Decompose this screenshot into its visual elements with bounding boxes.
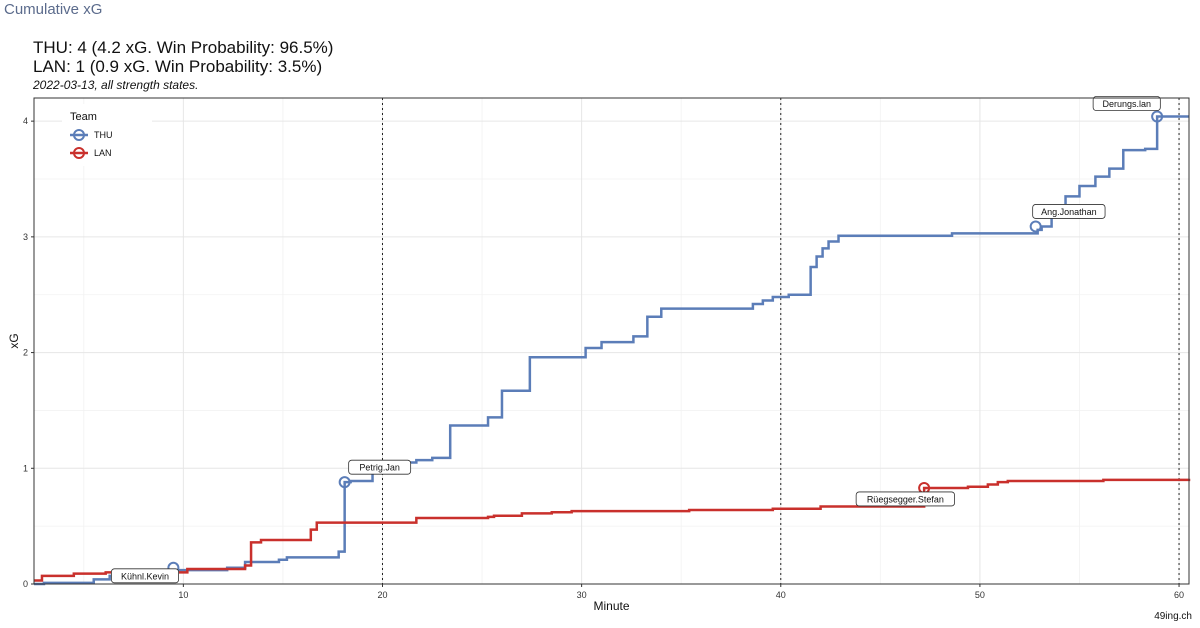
plot-panel-border	[33, 97, 1190, 585]
chart-title-secondary: LAN: 1 (0.9 xG. Win Probability: 3.5%)	[33, 57, 323, 76]
series-line-lan	[34, 478, 1191, 582]
annotation-box	[110, 568, 179, 584]
annotation-box	[348, 459, 412, 475]
chart-title: THU: 4 (4.2 xG. Win Probability: 96.5%)	[33, 38, 334, 57]
goal-annotation: Kühnl.Kevin	[110, 568, 179, 584]
legend-entry-thu: THU	[94, 130, 113, 140]
y-axis-label: xG	[7, 333, 21, 348]
page-header: Cumulative xG	[4, 1, 103, 18]
chart-subtitle: 2022-03-13, all strength states.	[33, 78, 199, 92]
x-tick-label: 30	[577, 590, 587, 600]
annotation-label: Kühnl.Kevin	[121, 571, 169, 581]
annotation-box	[855, 491, 955, 507]
series-line-thu	[34, 115, 1189, 586]
goal-annotation: Petrig.Jan	[348, 459, 412, 475]
legend-title: Team	[70, 111, 97, 123]
x-tick-label: 50	[975, 590, 985, 600]
goal-annotation: Derungs.lan	[1092, 96, 1161, 111]
credit-text: 49ing.ch	[1154, 611, 1192, 622]
y-tick-label: 4	[23, 116, 28, 126]
annotation-label: Ang.Jonathan	[1041, 207, 1097, 217]
annotation-box	[1032, 204, 1106, 219]
y-tick-label: 1	[23, 463, 28, 473]
legend-key-marker	[73, 147, 85, 159]
goal-marker	[1029, 220, 1042, 233]
x-tick-label: 60	[1174, 590, 1184, 600]
goal-marker	[338, 476, 351, 489]
y-tick-label: 2	[23, 348, 28, 358]
legend: Team THU LAN	[62, 104, 152, 166]
x-tick-label: 20	[377, 590, 387, 600]
annotation-label: Petrig.Jan	[359, 463, 400, 473]
annotation-label: Rüegsegger.Stefan	[867, 494, 944, 504]
x-axis-label: Minute	[593, 599, 629, 613]
goal-annotation: Ang.Jonathan	[1032, 204, 1106, 219]
y-tick-label: 0	[23, 579, 28, 589]
y-tick-label: 3	[23, 232, 28, 242]
goal-annotation: Rüegsegger.Stefan	[855, 491, 955, 507]
annotation-label: Derungs.lan	[1102, 99, 1151, 109]
goal-marker	[1151, 110, 1164, 123]
x-tick-label: 10	[178, 590, 188, 600]
legend-entry-lan: LAN	[94, 148, 112, 158]
x-tick-label: 40	[776, 590, 786, 600]
legend-key-marker	[73, 129, 85, 141]
annotation-box	[1092, 96, 1161, 111]
